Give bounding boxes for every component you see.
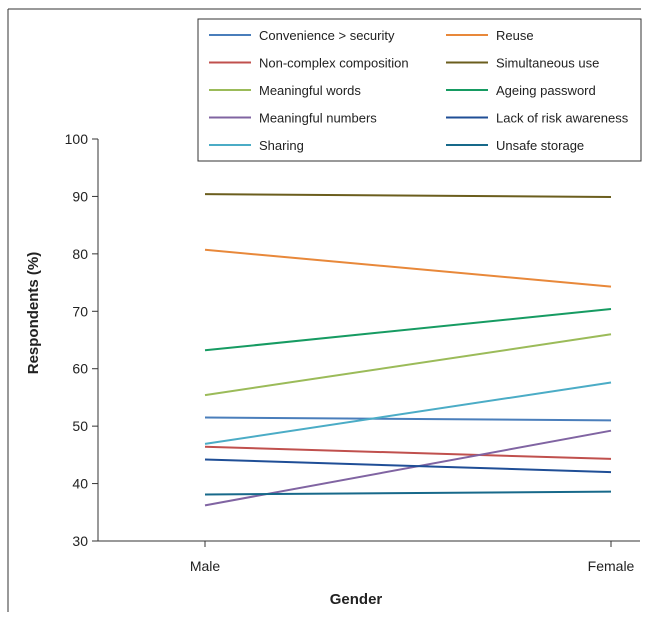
legend-label: Simultaneous use <box>496 56 599 71</box>
legend-label: Ageing password <box>496 83 596 98</box>
legend-label: Non-complex composition <box>259 56 409 71</box>
legend-label: Lack of risk awareness <box>496 111 629 126</box>
legend-label: Unsafe storage <box>496 138 584 153</box>
legend-label: Convenience > security <box>259 28 395 43</box>
x-tick-label: Male <box>190 558 221 574</box>
series-line-7 <box>204 458 612 474</box>
x-axis-title: Gender <box>330 591 383 608</box>
series-line-5 <box>204 308 612 352</box>
y-axis-title: Respondents (%) <box>25 252 42 375</box>
legend-label: Sharing <box>259 138 304 153</box>
y-tick-label: 50 <box>72 418 88 434</box>
series-line-1 <box>204 248 612 288</box>
y-tick-label: 60 <box>72 361 88 377</box>
y-tick-label: 80 <box>72 246 88 262</box>
y-tick-label: 70 <box>72 303 88 319</box>
y-tick-label: 30 <box>72 533 88 549</box>
legend: Convenience > security Reuse Non-complex c… <box>197 18 642 162</box>
legend-label: Reuse <box>496 28 534 43</box>
x-tick-label: Female <box>588 558 635 574</box>
legend-box <box>197 18 642 162</box>
series-line-9 <box>204 490 612 496</box>
legend-label: Meaningful numbers <box>259 111 377 126</box>
legend-label: Meaningful words <box>259 83 361 98</box>
y-tick-label: 100 <box>65 131 89 147</box>
y-tick-label: 90 <box>72 188 88 204</box>
series-line-3 <box>204 193 612 198</box>
axes: 30 40 50 60 70 80 90 100 Male Female <box>65 131 640 574</box>
series-line-8 <box>204 381 612 445</box>
series-line-0 <box>204 416 612 422</box>
plot-area <box>204 193 612 507</box>
series-line-4 <box>204 333 612 397</box>
series-line-6 <box>204 429 612 507</box>
series-line-2 <box>204 445 612 460</box>
y-tick-label: 40 <box>72 476 88 492</box>
